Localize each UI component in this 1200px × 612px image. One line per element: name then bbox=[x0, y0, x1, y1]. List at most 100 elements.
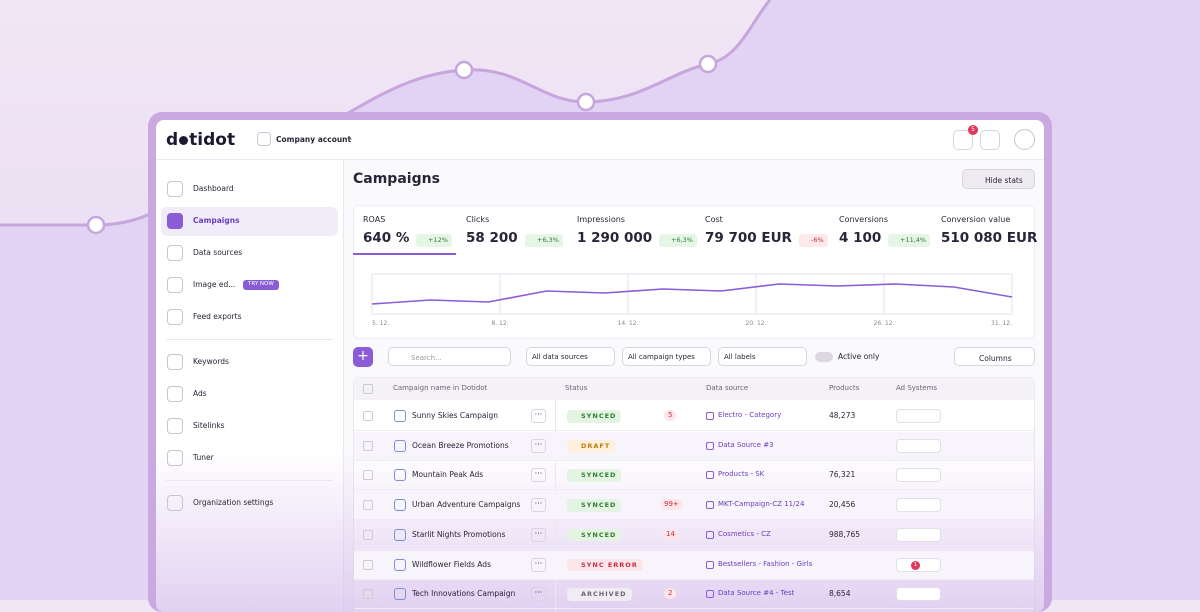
chart-x-label: 8. 12. bbox=[491, 320, 508, 327]
nav-item[interactable]: Sitelinks bbox=[193, 421, 225, 430]
hide-stats-button[interactable]: Hide stats bbox=[962, 169, 1035, 189]
column-header: Data source bbox=[706, 384, 749, 392]
avatar[interactable] bbox=[1014, 129, 1035, 150]
nav-item[interactable]: Dashboard bbox=[193, 184, 234, 193]
ad-systems[interactable] bbox=[896, 527, 941, 542]
row-checkbox[interactable] bbox=[363, 470, 373, 481]
source-icon bbox=[706, 530, 714, 539]
source-icon bbox=[706, 471, 714, 480]
campaign-icon bbox=[394, 469, 406, 482]
ad-systems[interactable] bbox=[896, 409, 941, 423]
account-switch[interactable]: Company account bbox=[276, 135, 352, 144]
row-checkbox[interactable] bbox=[363, 411, 373, 421]
nav-item[interactable]: Campaigns bbox=[193, 216, 240, 225]
row-menu[interactable]: ··· bbox=[531, 527, 546, 542]
row-menu[interactable]: ··· bbox=[531, 587, 546, 602]
logo: d tidot bbox=[166, 132, 235, 149]
campaign-icon bbox=[394, 528, 406, 541]
sidebar-divider bbox=[343, 160, 344, 612]
row-divider bbox=[354, 548, 1034, 550]
active-toggle[interactable] bbox=[815, 352, 833, 362]
nav-item[interactable]: Image ed... bbox=[193, 280, 236, 289]
data-source[interactable]: Products - SK bbox=[718, 470, 765, 479]
filter-dropdown[interactable]: All labels bbox=[718, 347, 807, 366]
stat-change: -6% bbox=[799, 234, 828, 247]
ad-systems[interactable] bbox=[896, 438, 941, 453]
ad-systems[interactable] bbox=[896, 468, 941, 483]
stat-change: +11,4% bbox=[888, 234, 931, 247]
product-count: 20,456 bbox=[829, 500, 856, 510]
campaign-icon bbox=[394, 439, 406, 452]
nav-item[interactable]: Data sources bbox=[193, 248, 243, 257]
nav-item[interactable]: Tuner bbox=[193, 453, 214, 462]
product-count: 76,321 bbox=[829, 470, 856, 480]
data-source[interactable]: Cosmetics - CZ bbox=[718, 529, 771, 538]
row-menu[interactable]: ··· bbox=[531, 409, 546, 423]
status-badge: SYNCED bbox=[567, 469, 622, 482]
campaign-name[interactable]: Wildflower Fields Ads bbox=[412, 559, 491, 569]
campaign-name[interactable]: Ocean Breeze Promotions bbox=[412, 440, 509, 450]
account-icon bbox=[257, 132, 271, 146]
settings-button[interactable] bbox=[980, 130, 1000, 150]
stat-value: 640 % bbox=[363, 230, 410, 246]
nav-icon bbox=[167, 418, 183, 434]
row-divider bbox=[354, 519, 1034, 521]
account-caret: ⌄ bbox=[348, 134, 354, 142]
page-title: Campaigns bbox=[353, 171, 440, 187]
row-checkbox[interactable] bbox=[363, 440, 373, 451]
chart-x-label: 31. 12. bbox=[991, 320, 1012, 327]
trend-chart: 5. 12. 8. 12. 14. 12. 20. 12. 26. 12. 31. 12. bbox=[371, 273, 1013, 327]
search-input[interactable]: Search... bbox=[388, 347, 511, 366]
row-checkbox[interactable] bbox=[363, 500, 373, 511]
campaign-name[interactable]: Mountain Peak Ads bbox=[412, 470, 484, 480]
ad-systems[interactable] bbox=[896, 498, 941, 513]
status-badge: DRAFT bbox=[567, 439, 616, 453]
campaign-icon bbox=[394, 558, 406, 571]
nav-icon bbox=[167, 213, 183, 229]
row-divider bbox=[354, 489, 1034, 491]
data-source[interactable]: Electro - Category bbox=[718, 411, 782, 419]
ad-systems[interactable] bbox=[896, 587, 941, 602]
row-menu[interactable]: ··· bbox=[531, 468, 546, 483]
chart-x-label: 5. 12. bbox=[372, 320, 389, 327]
stat-value: 4 100 bbox=[839, 230, 882, 246]
change-count: 99+ bbox=[660, 499, 683, 511]
status-badge: SYNCED bbox=[567, 528, 622, 542]
row-checkbox[interactable] bbox=[363, 529, 373, 540]
campaign-name[interactable]: Tech Innovations Campaign bbox=[412, 589, 516, 599]
nav-item[interactable]: Feed exports bbox=[193, 312, 242, 321]
add-button[interactable]: + bbox=[353, 347, 373, 367]
nav-icon bbox=[167, 354, 183, 370]
product-count: 48,273 bbox=[829, 411, 856, 420]
data-source[interactable]: Data Source #3 bbox=[718, 440, 774, 449]
filter-dropdown[interactable]: All campaign types bbox=[622, 347, 711, 366]
stat-label: Clicks bbox=[466, 215, 490, 224]
columns-button[interactable]: Columns bbox=[954, 347, 1035, 366]
toggle-label: Active only bbox=[838, 352, 880, 361]
nav-item[interactable]: Organization settings bbox=[193, 498, 274, 507]
column-header: Products bbox=[829, 384, 860, 392]
row-checkbox[interactable] bbox=[363, 589, 373, 600]
row-menu[interactable]: ··· bbox=[531, 557, 546, 572]
campaign-name[interactable]: Sunny Skies Campaign bbox=[412, 411, 499, 420]
row-menu[interactable]: ··· bbox=[531, 498, 546, 513]
notifications-button[interactable] bbox=[953, 130, 973, 150]
nav-item[interactable]: Keywords bbox=[193, 357, 229, 366]
campaign-name[interactable]: Starlit Nights Promotions bbox=[412, 529, 506, 539]
campaign-icon bbox=[394, 588, 406, 601]
row-checkbox[interactable] bbox=[363, 559, 373, 570]
nav-icon bbox=[167, 450, 183, 466]
campaign-name[interactable]: Urban Adventure Campaigns bbox=[412, 500, 521, 510]
data-source[interactable]: Bestsellers - Fashion - Girls bbox=[718, 559, 813, 568]
nav-active-bg bbox=[161, 207, 338, 236]
chart-x-label: 14. 12. bbox=[618, 320, 639, 327]
row-divider bbox=[354, 430, 1034, 431]
nav-item[interactable]: Ads bbox=[193, 389, 207, 398]
data-source[interactable]: Data Source #4 - Test bbox=[718, 589, 795, 598]
filter-dropdown[interactable]: All data sources bbox=[526, 347, 615, 366]
stat-value: 58 200 bbox=[466, 230, 518, 246]
data-source[interactable]: MKT-Campaign-CZ 11/24 bbox=[718, 500, 805, 509]
row-menu[interactable]: ··· bbox=[531, 438, 546, 453]
nav-divider bbox=[166, 339, 333, 340]
stat-label: ROAS bbox=[363, 215, 386, 224]
